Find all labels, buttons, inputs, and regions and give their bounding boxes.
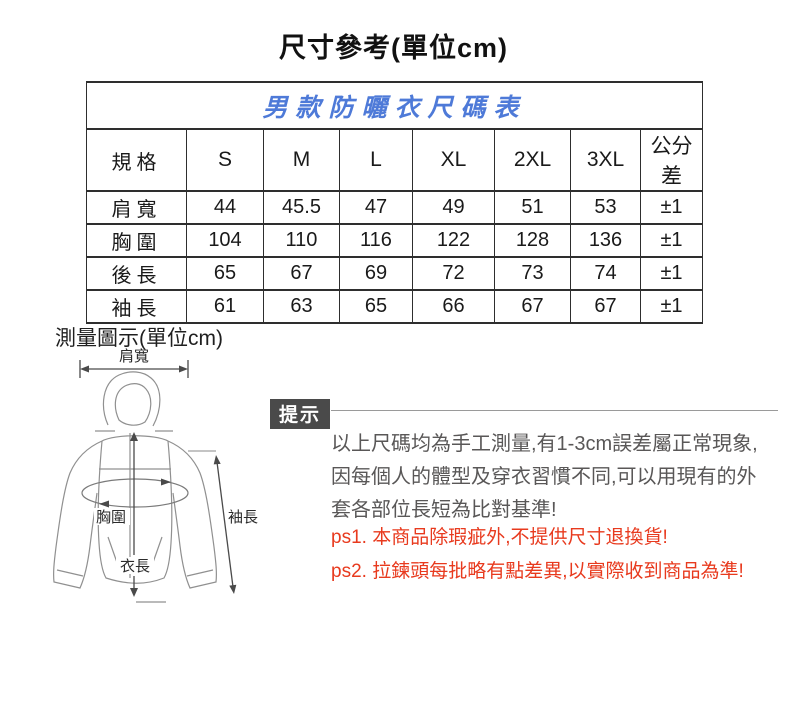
- chest-label-bg: [94, 508, 130, 525]
- size-value: 44: [186, 190, 264, 225]
- tip-line-1: 以上尺碼均為手工測量,有1-3cm誤差屬正常現象,: [331, 433, 758, 455]
- tip-divider-line: [331, 410, 778, 411]
- table-row: 胸圍 104 110 116 122 128 136 ±1: [86, 223, 704, 258]
- table-header-row: 規格 S M L XL 2XL 3XL 公分差: [86, 128, 704, 192]
- table-row: 袖長 61 63 65 66 67 67 ±1: [86, 289, 704, 324]
- size-value: 49: [412, 190, 495, 225]
- column-header-l: L: [339, 128, 413, 192]
- size-value: 104: [186, 223, 264, 258]
- size-value: 51: [494, 190, 571, 225]
- sleeve-arrow: [216, 461, 234, 588]
- size-value: 128: [494, 223, 571, 258]
- table-row: 後長 65 67 69 72 73 74 ±1: [86, 256, 704, 291]
- column-header-tolerance: 公分差: [639, 128, 704, 192]
- row-label-shoulder: 肩寬: [86, 190, 187, 225]
- page-title: 尺寸參考(單位cm): [278, 33, 508, 63]
- size-table-title: 男款防曬衣尺碼表: [85, 81, 704, 130]
- left-sleeve: [53, 440, 103, 589]
- diagram-title: 測量圖示(單位cm): [55, 327, 223, 350]
- column-header-s: S: [186, 128, 264, 192]
- length-label: 衣長: [120, 558, 150, 575]
- shoulder-width-label: 肩寬: [119, 347, 149, 365]
- column-header-spec: 規格: [86, 128, 187, 192]
- size-value: ±1: [639, 289, 704, 324]
- sleeve-arrowhead-top: [213, 455, 221, 465]
- row-label-back-length: 後長: [86, 256, 187, 291]
- chest-arrowhead-right: [161, 478, 171, 486]
- tip-line-2: 因每個人的體型及穿衣習慣不同,可以用現有的外: [331, 466, 757, 488]
- chest-label: 胸圍: [96, 509, 126, 526]
- size-value: ±1: [639, 223, 704, 258]
- size-value: 72: [412, 256, 495, 291]
- chest-measure-ellipse: [81, 478, 189, 508]
- size-value: 73: [494, 256, 571, 291]
- sleeve-label-bg: [226, 508, 262, 525]
- size-value: 74: [570, 256, 641, 291]
- tip-line-3: 套各部位長短為比對基準!: [331, 499, 557, 521]
- size-value: 122: [412, 223, 495, 258]
- shoulder-arrowhead-left: [80, 365, 89, 373]
- size-value: 53: [570, 190, 641, 225]
- size-value: 116: [339, 223, 413, 258]
- sleeve-arrowhead-bottom: [229, 584, 237, 594]
- tip-badge: 提示: [270, 399, 331, 429]
- tip-body-text: 以上尺碼均為手工測量,有1-3cm誤差屬正常現象, 因每個人的體型及穿衣習慣不同…: [331, 428, 787, 527]
- size-value: ±1: [639, 190, 704, 225]
- ps1-note: ps1. 本商品除瑕疵外,不提供尺寸退換貨!: [331, 527, 668, 548]
- size-value: 136: [570, 223, 641, 258]
- table-row: 肩寬 44 45.5 47 49 51 53 ±1: [86, 190, 704, 225]
- row-label-sleeve-length: 袖長: [86, 289, 187, 324]
- table-title-row: 男款防曬衣尺碼表: [85, 81, 704, 130]
- row-label-chest: 胸圍: [86, 223, 187, 258]
- column-header-xl: XL: [412, 128, 495, 192]
- size-value: 67: [494, 289, 571, 324]
- shoulder-arrowhead-right: [179, 365, 188, 373]
- hood-opening: [114, 383, 152, 426]
- sleeve-label: 袖長: [228, 509, 258, 526]
- jacket-measurement-diagram: 肩寬 胸圍 衣長 袖長: [53, 347, 262, 603]
- column-header-2xl: 2XL: [494, 128, 571, 192]
- size-value: 65: [339, 289, 413, 324]
- tip-ps-notes: ps1. 本商品除瑕疵外,不提供尺寸退換貨! ps2. 拉鍊頭每批略有點差異,以…: [331, 521, 787, 589]
- chest-arrowhead-left: [99, 500, 109, 508]
- size-value: 110: [263, 223, 340, 258]
- length-arrowhead-bottom: [130, 588, 138, 597]
- size-value: 63: [263, 289, 340, 324]
- size-value: 66: [412, 289, 495, 324]
- jacket-outline: [53, 371, 217, 603]
- size-table: 男款防曬衣尺碼表 規格 S M L XL 2XL 3XL 公分差 肩寬 44 4…: [85, 81, 704, 324]
- ps2-note: ps2. 拉鍊頭每批略有點差異,以實際收到商品為準!: [331, 561, 744, 582]
- length-arrowhead-top: [130, 432, 138, 441]
- column-header-m: M: [263, 128, 340, 192]
- size-value: 47: [339, 190, 413, 225]
- size-value: 65: [186, 256, 264, 291]
- right-sleeve: [167, 440, 217, 589]
- size-value: 45.5: [263, 190, 340, 225]
- size-value: ±1: [639, 256, 704, 291]
- size-value: 61: [186, 289, 264, 324]
- size-value: 69: [339, 256, 413, 291]
- hood: [102, 371, 161, 427]
- length-label-bg: [116, 557, 154, 574]
- column-header-3xl: 3XL: [570, 128, 641, 192]
- size-value: 67: [263, 256, 340, 291]
- size-value: 67: [570, 289, 641, 324]
